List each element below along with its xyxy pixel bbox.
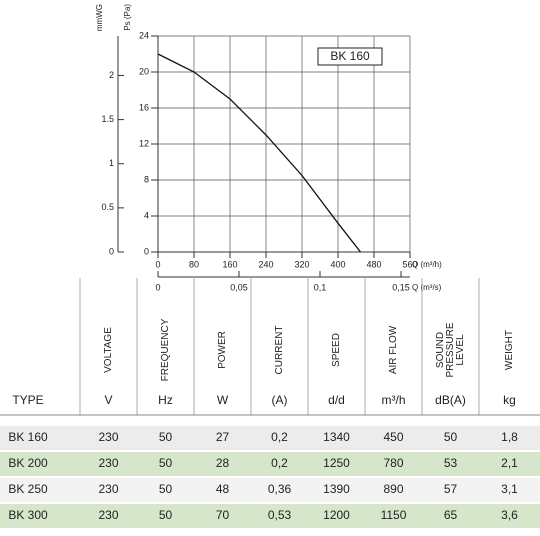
x2-tick-label: 0,1	[314, 282, 327, 292]
table-cell: 230	[98, 430, 118, 444]
table-cell: 27	[216, 430, 230, 444]
column-unit: Hz	[158, 393, 173, 407]
table-cell: 230	[98, 508, 118, 522]
y-tick-label: 16	[139, 102, 149, 112]
table-cell: 0,2	[271, 430, 288, 444]
table-cell: BK 300	[8, 508, 48, 522]
y-tick-label: 24	[139, 30, 149, 40]
x-axis-title: Q (m³/h)	[412, 260, 442, 269]
table-row	[0, 504, 540, 528]
y-tick-label: 20	[139, 66, 149, 76]
table-cell: 1,8	[501, 430, 518, 444]
y-tick-label: 12	[139, 138, 149, 148]
x-tick-label: 80	[189, 259, 199, 269]
table-cell: 65	[444, 508, 458, 522]
table-cell: 70	[216, 508, 230, 522]
table-cell: 0,36	[268, 482, 292, 496]
column-header: PRESSURE	[445, 322, 456, 377]
column-unit: (A)	[272, 393, 288, 407]
table-cell: 3,1	[501, 482, 518, 496]
x-tick-label: 240	[258, 259, 273, 269]
table-row	[0, 478, 540, 502]
y-axis-title: Ps (Pa)	[123, 4, 132, 31]
table-cell: 57	[444, 482, 458, 496]
table-cell: 1150	[381, 508, 407, 522]
y2-tick-label: 0	[109, 246, 114, 256]
table-cell: 890	[383, 482, 403, 496]
table-cell: 50	[159, 430, 173, 444]
y-tick-label: 4	[144, 210, 149, 220]
table-cell: BK 200	[8, 456, 48, 470]
column-header: SOUND	[435, 332, 446, 368]
column-header: FREQUENCY	[160, 318, 171, 381]
column-unit: dB(A)	[435, 393, 466, 407]
table-cell: BK 250	[8, 482, 48, 496]
column-header: AIR FLOW	[388, 325, 399, 374]
y2-tick-label: 0.5	[101, 202, 114, 212]
table-cell: 1390	[323, 482, 350, 496]
column-unit: kg	[503, 393, 516, 407]
table-cell: BK 160	[8, 430, 48, 444]
table-cell: 50	[159, 508, 173, 522]
x2-tick-label: 0,15	[392, 282, 410, 292]
y-tick-label: 0	[144, 246, 149, 256]
x-tick-label: 160	[222, 259, 237, 269]
y2-axis-title: mmWG	[95, 4, 104, 31]
table-cell: 1200	[323, 508, 350, 522]
table-cell: 48	[216, 482, 230, 496]
column-header: SPEED	[331, 333, 342, 367]
table-cell: 780	[383, 456, 403, 470]
x2-axis-title: Q (m³/s)	[412, 283, 442, 292]
table-cell: 0,53	[268, 508, 292, 522]
legend-box	[317, 47, 383, 66]
table-cell: 0,2	[271, 456, 288, 470]
table-cell: 230	[98, 482, 118, 496]
table-row	[0, 452, 540, 476]
y2-tick-label: 2	[109, 70, 114, 80]
column-header: VOLTAGE	[103, 327, 114, 373]
column-header: WEIGHT	[504, 330, 515, 370]
x2-tick-label: 0,05	[230, 282, 248, 292]
x2-tick-label: 0	[155, 282, 160, 292]
x-tick-label: 560	[402, 259, 417, 269]
y2-tick-label: 1.5	[101, 114, 114, 124]
table-row	[0, 426, 540, 450]
spec-table: TYPE VOLTAGE V FREQUENCY Hz POWER W CURRENT (A) S…	[0, 278, 540, 528]
column-header: LEVEL	[455, 334, 466, 366]
table-cell: 3,6	[501, 508, 518, 522]
table-cell: 450	[383, 430, 403, 444]
table-cell: 230	[98, 456, 118, 470]
table-cell: 50	[444, 430, 458, 444]
y-tick-label: 8	[144, 174, 149, 184]
x-tick-label: 400	[330, 259, 345, 269]
x-tick-label: 480	[366, 259, 381, 269]
table-cell: 1340	[323, 430, 350, 444]
table-cell: 2,1	[501, 456, 518, 470]
column-unit: V	[104, 393, 112, 407]
curve	[157, 53, 362, 253]
table-cell: 50	[159, 482, 173, 496]
column-unit: TYPE	[12, 393, 43, 407]
column-unit: d/d	[328, 393, 345, 407]
table-cell: 1250	[323, 456, 350, 470]
x-tick-label: 320	[294, 259, 309, 269]
table-cell: 53	[444, 456, 458, 470]
table-cell: 50	[159, 456, 173, 470]
table-cell: 28	[216, 456, 230, 470]
column-header: CURRENT	[274, 326, 285, 375]
column-unit: m³/h	[382, 393, 406, 407]
y2-tick-label: 1	[109, 158, 114, 168]
legend-label: BK 160	[330, 49, 370, 63]
x-tick-label: 0	[155, 259, 160, 269]
column-unit: W	[217, 393, 229, 407]
column-header: POWER	[217, 331, 228, 369]
